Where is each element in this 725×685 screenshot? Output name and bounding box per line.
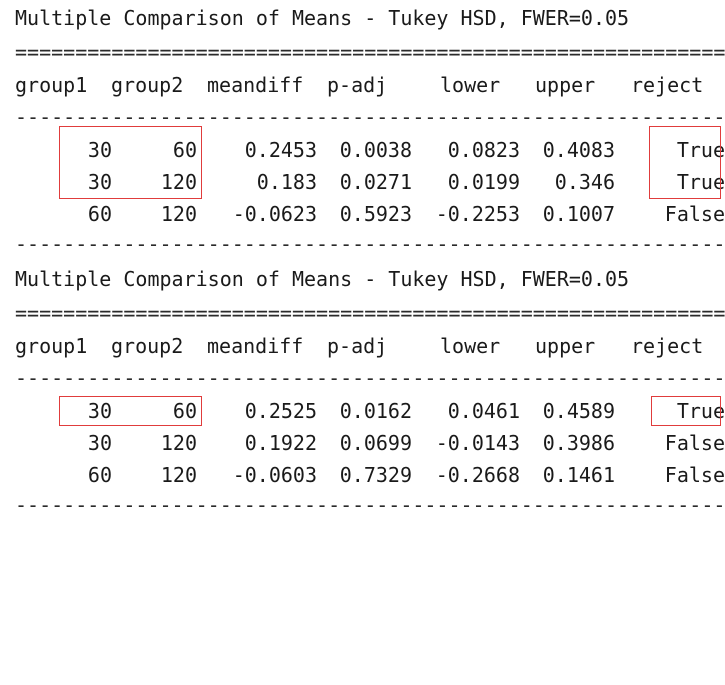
table1-header-row: group1 group2 meandiff p-adj lower upper…	[15, 71, 725, 99]
header-upper: upper	[535, 334, 596, 358]
cell-meandiff: 0.2453	[244, 138, 317, 162]
cell-p-adj: 0.7329	[339, 463, 412, 487]
cell-reject: False	[664, 463, 725, 487]
table-row: 60 120 -0.0623 0.5923 -0.2253 0.1007 Fal…	[15, 200, 725, 228]
cell-reject: False	[664, 202, 725, 226]
header-lower: lower	[440, 73, 501, 97]
header-group2: group2	[111, 334, 184, 358]
header-upper: upper	[535, 73, 596, 97]
table-row: 30 60 0.2453 0.0038 0.0823 0.4083 True	[15, 136, 725, 164]
table2-equals-rule: ========================================…	[15, 302, 725, 324]
table2-header-row: group1 group2 meandiff p-adj lower upper…	[15, 332, 725, 360]
table1-dash-rule-top: ----------------------------------------…	[15, 106, 725, 128]
cell-reject: False	[664, 431, 725, 455]
cell-group2: 120	[160, 431, 197, 455]
cell-meandiff: -0.0603	[232, 463, 317, 487]
header-lower: lower	[440, 334, 501, 358]
cell-group1: 30	[87, 170, 112, 194]
cell-upper: 0.1461	[542, 463, 615, 487]
table-row: 30 60 0.2525 0.0162 0.0461 0.4589 True	[15, 397, 725, 425]
cell-reject: True	[676, 138, 725, 162]
table-row: 30 120 0.1922 0.0699 -0.0143 0.3986 Fals…	[15, 429, 725, 457]
header-group1: group1	[15, 334, 88, 358]
cell-p-adj: 0.0271	[339, 170, 412, 194]
cell-group1: 30	[87, 431, 112, 455]
cell-p-adj: 0.5923	[339, 202, 412, 226]
cell-group2: 120	[160, 202, 197, 226]
cell-upper: 0.346	[554, 170, 615, 194]
table-row: 60 120 -0.0603 0.7329 -0.2668 0.1461 Fal…	[15, 461, 725, 489]
cell-meandiff: 0.2525	[244, 399, 317, 423]
cell-reject: True	[676, 170, 725, 194]
table2-dash-rule-bottom: ----------------------------------------…	[15, 494, 725, 516]
table1-equals-rule: ========================================…	[15, 41, 725, 63]
cell-lower: -0.0143	[435, 431, 520, 455]
cell-upper: 0.4589	[542, 399, 615, 423]
cell-lower: 0.0199	[447, 170, 520, 194]
header-reject: reject	[631, 73, 704, 97]
cell-meandiff: 0.183	[256, 170, 317, 194]
cell-upper: 0.4083	[542, 138, 615, 162]
table1-dash-rule-bottom: ----------------------------------------…	[15, 233, 725, 255]
cell-group2: 120	[160, 463, 197, 487]
cell-lower: 0.0461	[447, 399, 520, 423]
cell-upper: 0.1007	[542, 202, 615, 226]
cell-reject: True	[676, 399, 725, 423]
cell-lower: -0.2253	[435, 202, 520, 226]
header-meandiff: meandiff	[207, 334, 304, 358]
header-meandiff: meandiff	[207, 73, 304, 97]
header-p-adj: p-adj	[327, 334, 388, 358]
cell-group1: 60	[87, 202, 112, 226]
header-group2: group2	[111, 73, 184, 97]
cell-group2: 120	[160, 170, 197, 194]
cell-p-adj: 0.0038	[339, 138, 412, 162]
table1-title: Multiple Comparison of Means - Tukey HSD…	[15, 6, 630, 30]
cell-group2: 60	[172, 399, 197, 423]
cell-p-adj: 0.0699	[339, 431, 412, 455]
cell-p-adj: 0.0162	[339, 399, 412, 423]
table2-dash-rule-top: ----------------------------------------…	[15, 367, 725, 389]
header-p-adj: p-adj	[327, 73, 388, 97]
header-reject: reject	[631, 334, 704, 358]
table-row: 30 120 0.183 0.0271 0.0199 0.346 True	[15, 168, 725, 196]
cell-group1: 30	[87, 399, 112, 423]
cell-meandiff: -0.0623	[232, 202, 317, 226]
cell-upper: 0.3986	[542, 431, 615, 455]
table2-title: Multiple Comparison of Means - Tukey HSD…	[15, 267, 630, 291]
cell-group1: 60	[87, 463, 112, 487]
cell-lower: -0.2668	[435, 463, 520, 487]
cell-group1: 30	[87, 138, 112, 162]
cell-lower: 0.0823	[447, 138, 520, 162]
header-group1: group1	[15, 73, 88, 97]
cell-meandiff: 0.1922	[244, 431, 317, 455]
cell-group2: 60	[172, 138, 197, 162]
